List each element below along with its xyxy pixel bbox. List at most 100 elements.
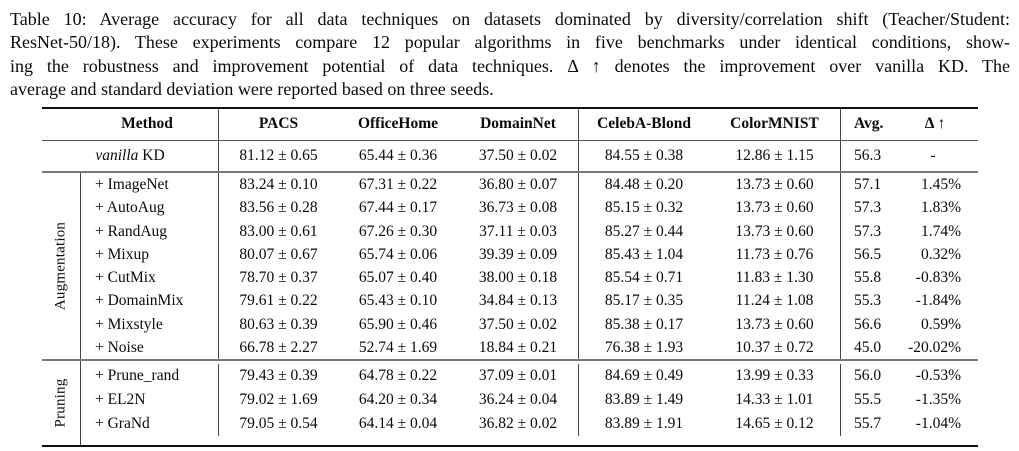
method-cell: + GraNd	[95, 415, 150, 432]
pacs-cell: 79.43 ± 0.39	[218, 364, 338, 388]
colormnist-cell: 14.33 ± 1.01	[735, 391, 814, 408]
pacs-cell: 80.63 ± 0.39	[218, 312, 338, 336]
avg-cell: 57.1	[840, 173, 898, 197]
colormnist-cell: 13.73 ± 0.60	[735, 315, 814, 333]
delta-cell: -	[930, 147, 936, 164]
column-header-avg: Avg.	[840, 109, 898, 140]
officehome-cell: 64.14 ± 0.04	[358, 415, 438, 432]
avg-cell: 45.0	[840, 335, 898, 359]
celeba-cell: 76.38 ± 1.93	[578, 335, 709, 359]
celeba-cell: 85.17 ± 0.35	[578, 289, 709, 313]
delta-cell: 0.59%	[920, 315, 961, 333]
celeba-cell: 85.43 ± 1.04	[578, 242, 709, 266]
caption-line: average and standard deviation were repo…	[10, 79, 494, 100]
avg-cell: 56.6	[840, 312, 898, 336]
table-row: + DomainMix 79.61 ± 0.22 65.43 ± 0.10 34…	[81, 289, 978, 313]
domainnet-cell: 39.39 ± 0.09	[478, 245, 558, 263]
officehome-cell: 52.74 ± 1.69	[358, 338, 438, 356]
method-cell: + Mixup	[95, 245, 149, 263]
domainnet-cell: 18.84 ± 0.21	[478, 338, 558, 356]
officehome-cell: 64.20 ± 0.34	[358, 391, 438, 408]
augmentation-section: Augmentation + ImageNet 83.24 ± 0.10 67.…	[42, 173, 978, 361]
domainnet-cell: 36.82 ± 0.02	[478, 415, 558, 432]
table-row: + Mixup 80.07 ± 0.67 65.74 ± 0.06 39.39 …	[81, 242, 978, 266]
officehome-cell: 65.43 ± 0.10	[358, 292, 438, 310]
avg-cell: 55.3	[840, 289, 898, 313]
celeba-cell: 84.55 ± 0.38	[578, 141, 709, 171]
pacs-cell: 81.12 ± 0.65	[218, 141, 338, 171]
officehome-cell: 67.26 ± 0.30	[358, 222, 438, 240]
method-cell: + Mixstyle	[95, 315, 163, 333]
column-header-officehome: OfficeHome	[357, 115, 439, 132]
pacs-cell: 78.70 ± 0.37	[218, 266, 338, 290]
domainnet-cell: 37.50 ± 0.02	[478, 147, 558, 164]
celeba-cell: 83.89 ± 1.91	[578, 412, 709, 436]
colormnist-cell: 13.73 ± 0.60	[735, 199, 814, 217]
celeba-cell: 85.15 ± 0.32	[578, 196, 709, 220]
pacs-cell: 80.07 ± 0.67	[218, 242, 338, 266]
method-cell: + DomainMix	[95, 292, 184, 310]
table-row-vanilla-kd: vanilla KD 81.12 ± 0.65 65.44 ± 0.36 37.…	[42, 141, 978, 173]
colormnist-cell: 13.99 ± 0.33	[735, 367, 814, 384]
augmentation-rows: + ImageNet 83.24 ± 0.10 67.31 ± 0.22 36.…	[80, 173, 978, 359]
method-label: KD	[138, 147, 165, 164]
delta-cell: 0.32%	[920, 245, 961, 263]
method-cell: + ImageNet	[95, 176, 169, 193]
pacs-cell: 79.61 ± 0.22	[218, 289, 338, 313]
avg-cell: 56.3	[840, 141, 898, 171]
colormnist-cell: 12.86 ± 1.15	[735, 147, 814, 164]
table-row: + Mixstyle 80.63 ± 0.39 65.90 ± 0.46 37.…	[81, 312, 978, 336]
delta-cell: -1.04%	[915, 415, 961, 432]
officehome-cell: 65.90 ± 0.46	[358, 315, 438, 333]
method-cell: + EL2N	[95, 391, 146, 408]
table-row: + GraNd 79.05 ± 0.54 64.14 ± 0.04 36.82 …	[81, 412, 978, 436]
domainnet-cell: 38.00 ± 0.18	[478, 269, 558, 286]
method-cell: vanilla KD	[42, 141, 218, 171]
colormnist-cell: 14.65 ± 0.12	[735, 415, 814, 432]
table-row: + Noise 66.78 ± 2.27 52.74 ± 1.69 18.84 …	[81, 335, 978, 359]
table-caption: Table 10: Average accuracy for all data …	[10, 8, 1010, 102]
domainnet-cell: 36.73 ± 0.08	[478, 199, 558, 217]
delta-cell: -0.83%	[915, 269, 961, 286]
avg-cell: 56.5	[840, 242, 898, 266]
colormnist-cell: 11.83 ± 1.30	[735, 269, 814, 286]
column-header-colormnist: ColorMNIST	[730, 115, 819, 132]
caption-line: ing the robustness and improvement poten…	[10, 55, 1010, 76]
pruning-rows: + Prune_rand 79.43 ± 0.39 64.78 ± 0.22 3…	[80, 361, 978, 445]
method-cell: + Noise	[95, 338, 144, 356]
avg-cell: 56.0	[840, 364, 898, 388]
delta-cell: -1.35%	[915, 391, 961, 408]
pruning-section: Pruning + Prune_rand 79.43 ± 0.39 64.78 …	[42, 361, 978, 445]
colormnist-cell: 13.73 ± 0.60	[735, 222, 814, 240]
colormnist-cell: 11.73 ± 0.76	[735, 245, 814, 263]
pacs-cell: 83.00 ± 0.61	[218, 219, 338, 243]
domainnet-cell: 36.80 ± 0.07	[478, 176, 558, 193]
table-header-row: Method PACS OfficeHome DomainNet CelebA-…	[42, 109, 978, 141]
colormnist-cell: 10.37 ± 0.72	[735, 338, 814, 356]
avg-cell: 57.3	[840, 219, 898, 243]
officehome-cell: 65.74 ± 0.06	[358, 245, 438, 263]
delta-cell: -20.02%	[908, 338, 961, 356]
avg-cell: 55.8	[840, 266, 898, 290]
vanilla-italic: vanilla	[95, 147, 139, 164]
table-row: + EL2N 79.02 ± 1.69 64.20 ± 0.34 36.24 ±…	[81, 388, 978, 412]
celeba-cell: 84.69 ± 0.49	[578, 364, 709, 388]
column-header-pacs: PACS	[218, 109, 338, 140]
delta-cell: -1.84%	[915, 292, 961, 310]
celeba-cell: 83.89 ± 1.49	[578, 388, 709, 412]
celeba-cell: 84.48 ± 0.20	[578, 173, 709, 197]
column-header-method: Method	[121, 115, 173, 132]
delta-cell: -0.53%	[915, 367, 961, 384]
method-cell: + AutoAug	[95, 199, 165, 217]
caption-line: Table 10: Average accuracy for all data …	[10, 9, 1010, 29]
column-header-celeba-blond: CelebA-Blond	[578, 109, 709, 140]
colormnist-cell: 13.73 ± 0.60	[735, 176, 814, 193]
celeba-cell: 85.54 ± 0.71	[578, 266, 709, 290]
avg-cell: 55.7	[840, 412, 898, 436]
officehome-cell: 64.78 ± 0.22	[358, 367, 438, 384]
avg-cell: 55.5	[840, 388, 898, 412]
caption-line: ResNet-50/18). These experiments compare…	[10, 32, 1010, 53]
officehome-cell: 65.07 ± 0.40	[358, 269, 438, 286]
delta-cell: 1.74%	[920, 222, 961, 240]
group-label-pruning: Pruning	[52, 378, 69, 428]
